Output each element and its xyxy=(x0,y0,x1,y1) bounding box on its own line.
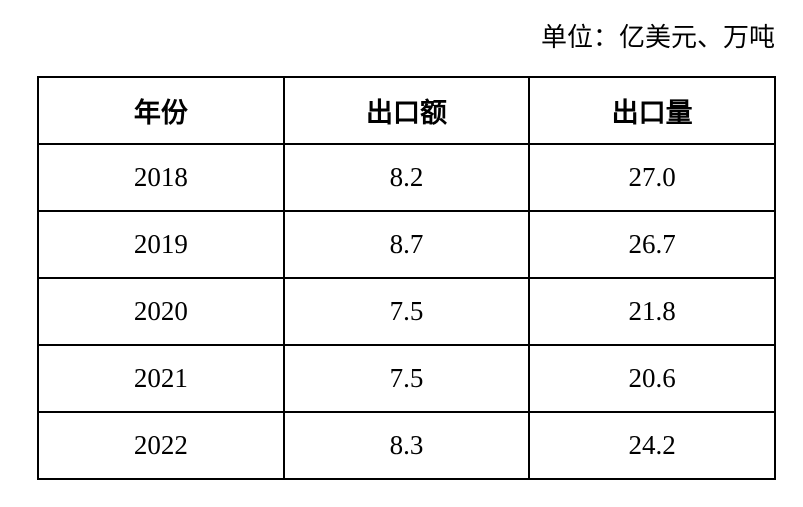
table-row: 2022 8.3 24.2 xyxy=(37,411,776,480)
table-cell: 24.2 xyxy=(528,411,776,480)
header-cell: 年份 xyxy=(37,76,285,145)
unit-note: 单位：亿美元、万吨 xyxy=(540,23,775,52)
table-cell: 8.2 xyxy=(282,143,531,212)
header-cell: 出口额 xyxy=(282,76,531,145)
table-cell: 7.5 xyxy=(282,277,531,346)
table-cell: 27.0 xyxy=(528,143,776,212)
table-cell: 2021 xyxy=(37,344,285,413)
table-body: 2018 8.2 27.0 2019 8.7 26.7 2020 7.5 21.8 2021 7.5… xyxy=(37,143,776,480)
table-cell: 20.6 xyxy=(528,344,776,413)
table-cell: 8.7 xyxy=(282,210,531,279)
table-cell: 21.8 xyxy=(528,277,776,346)
table-row: 2019 8.7 26.7 xyxy=(37,210,776,279)
header-cell: 出口量 xyxy=(528,76,776,145)
table-cell: 7.5 xyxy=(282,344,531,413)
header-row: 年份 出口额 出口量 xyxy=(37,76,776,145)
table-cell: 2020 xyxy=(37,277,285,346)
table-head: 年份 出口额 出口量 xyxy=(37,76,776,145)
table-cell: 8.3 xyxy=(282,411,531,480)
table-cell: 26.7 xyxy=(528,210,776,279)
table-cell: 2022 xyxy=(37,411,285,480)
table-row: 2018 8.2 27.0 xyxy=(37,143,776,212)
table-row: 2020 7.5 21.8 xyxy=(37,277,776,346)
table-cell: 2019 xyxy=(37,210,285,279)
table-row: 2021 7.5 20.6 xyxy=(37,344,776,413)
data-table: 年份 出口额 出口量 2018 8.2 27.0 2019 8.7 26.7 2020 7.5 21… xyxy=(37,76,776,480)
table-cell: 2018 xyxy=(37,143,285,212)
